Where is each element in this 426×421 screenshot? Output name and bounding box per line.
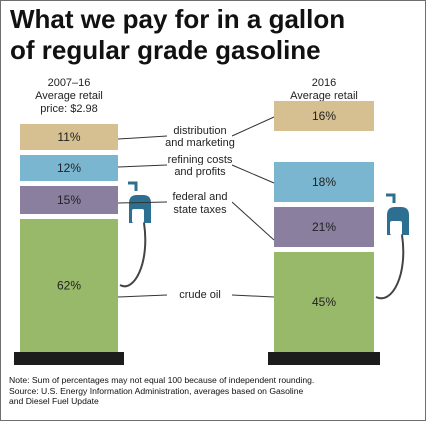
category-header-line: 2016 (312, 77, 336, 89)
data-label: 16% (312, 109, 336, 123)
nozzle-spout (386, 193, 396, 203)
series-label: federal and (172, 191, 227, 203)
bar-segment-federal-and-state-taxes (20, 186, 118, 214)
title-line-2: of regular grade gasoline (10, 35, 321, 65)
nozzle-window (132, 209, 144, 223)
bar-segment-refining-costs-and-profits (274, 162, 374, 202)
category-header-line: 2007–16 (48, 77, 91, 89)
series-label-bg (168, 288, 232, 301)
gas-nozzle-icon (119, 181, 151, 288)
bar-segment-refining-costs-and-profits (20, 155, 118, 181)
pump-base (268, 352, 380, 365)
leader-line-left (117, 201, 168, 204)
data-label: 62% (57, 279, 81, 293)
series-label-bg (168, 203, 232, 216)
series-label: refining costs (168, 154, 233, 166)
series-label: and marketing (165, 137, 235, 149)
series-label-bg (168, 190, 232, 203)
leader-line-left (117, 135, 168, 140)
leader-line-left (117, 294, 168, 298)
leader-line-left (117, 164, 168, 168)
leader-line-right (231, 294, 275, 298)
data-label: 18% (312, 175, 336, 189)
series-label: and profits (174, 166, 226, 178)
series-label: state taxes (173, 204, 227, 216)
footnote: Note: Sum of percentages may not equal 1… (9, 375, 419, 407)
data-label: 21% (312, 220, 336, 234)
series-label-bg (168, 165, 232, 178)
category-header-line: price: $2.98 (40, 103, 97, 115)
nozzle-spout (128, 181, 138, 191)
bar-segment-federal-and-state-taxes (274, 207, 374, 247)
footnote-line-1: Note: Sum of percentages may not equal 1… (9, 375, 315, 385)
pump-hose (375, 234, 405, 300)
category-header-line: Average retail (35, 90, 103, 102)
leader-line-right (231, 116, 275, 137)
gas-nozzle-icon (375, 193, 409, 300)
pump-base (14, 352, 124, 365)
footnote-line-3: and Diesel Fuel Update (9, 396, 99, 407)
series-label-bg (168, 124, 232, 137)
series-label-bg (168, 153, 232, 166)
bar-segment-crude-oil (274, 252, 374, 352)
data-label: 15% (57, 193, 81, 207)
category-header-line: Average retail (290, 90, 358, 102)
data-label: 12% (57, 161, 81, 175)
bar-segment-distribution-and-marketing (274, 101, 374, 131)
bar-segment-distribution-and-marketing (20, 124, 118, 150)
chart-title: What we pay for in a gallon of regular g… (10, 4, 420, 66)
bar-segment-crude-oil (20, 219, 118, 352)
series-label-bg (168, 136, 232, 149)
pump-hose (119, 222, 147, 288)
footnote-line-2: Source: U.S. Energy Information Administ… (9, 385, 304, 396)
series-label: distribution (173, 125, 226, 137)
series-label: crude oil (179, 289, 221, 301)
title-line-1: What we pay for in a gallon (10, 4, 346, 34)
leader-line-right (231, 164, 275, 184)
leader-line-right (231, 201, 275, 241)
data-label: 45% (312, 295, 336, 309)
data-label: 11% (57, 130, 80, 144)
nozzle-window (390, 221, 402, 235)
